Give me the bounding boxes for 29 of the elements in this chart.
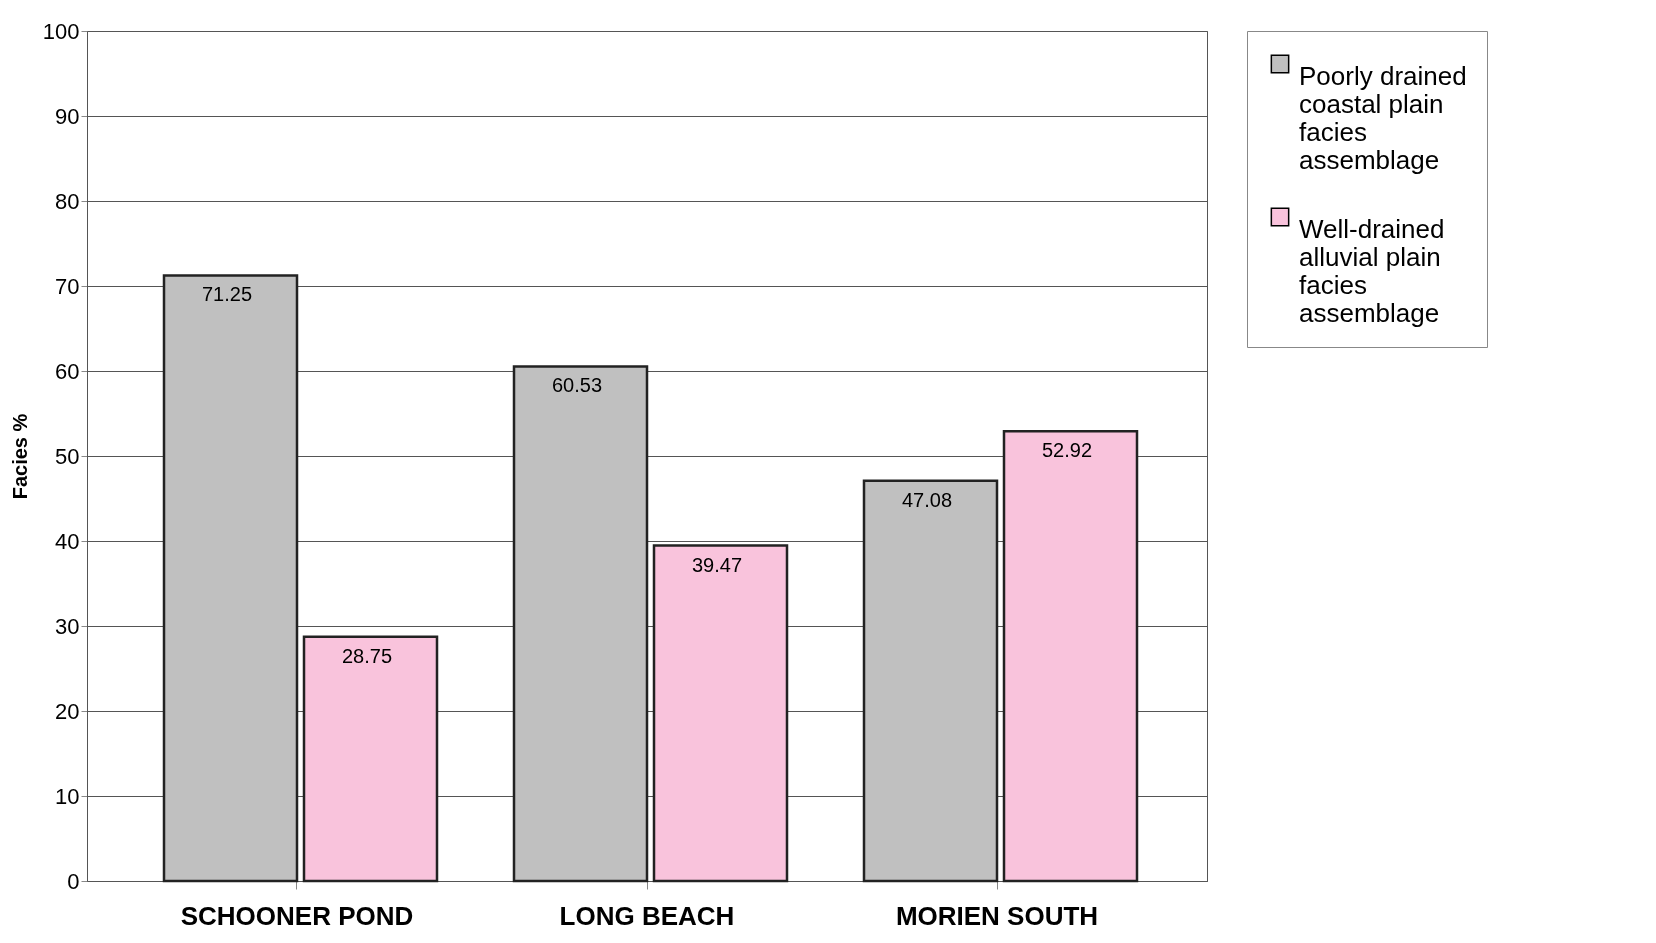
y-tick-label: 0	[67, 868, 80, 894]
y-tick-label: 30	[55, 613, 80, 639]
bar	[162, 274, 299, 883]
x-tick-label: MORIEN SOUTH	[895, 900, 1099, 931]
bar	[512, 365, 649, 883]
data-label: 39.47	[691, 553, 743, 576]
data-label: 47.08	[901, 488, 953, 511]
x-tick-label: SCHOONER POND	[180, 900, 414, 931]
data-label: 60.53	[551, 374, 603, 397]
bar	[862, 479, 999, 883]
bar	[302, 635, 439, 883]
y-tick-label: 70	[55, 273, 80, 299]
bar	[1002, 429, 1139, 883]
y-tick-label: 80	[55, 188, 80, 214]
y-tick-label: 60	[55, 358, 80, 384]
legend-label: Well-drained alluvial plain facies assemblage	[1299, 214, 1445, 328]
y-tick-label: 100	[42, 18, 80, 44]
data-label: 52.92	[1041, 439, 1093, 462]
y-tick-label: 90	[55, 103, 80, 129]
x-tick-label: LONG BEACH	[559, 900, 735, 931]
y-tick-label: 20	[55, 698, 80, 724]
bar	[652, 544, 789, 883]
y-axis-title: Facies %	[8, 413, 31, 500]
data-label: 28.75	[341, 644, 393, 667]
y-tick-label: 10	[55, 783, 80, 809]
y-tick-label: 50	[55, 443, 80, 469]
data-label: 71.25	[201, 283, 253, 306]
legend-label: Poorly drained coastal plain facies assemblage	[1299, 61, 1467, 175]
y-tick-label: 40	[55, 528, 80, 554]
